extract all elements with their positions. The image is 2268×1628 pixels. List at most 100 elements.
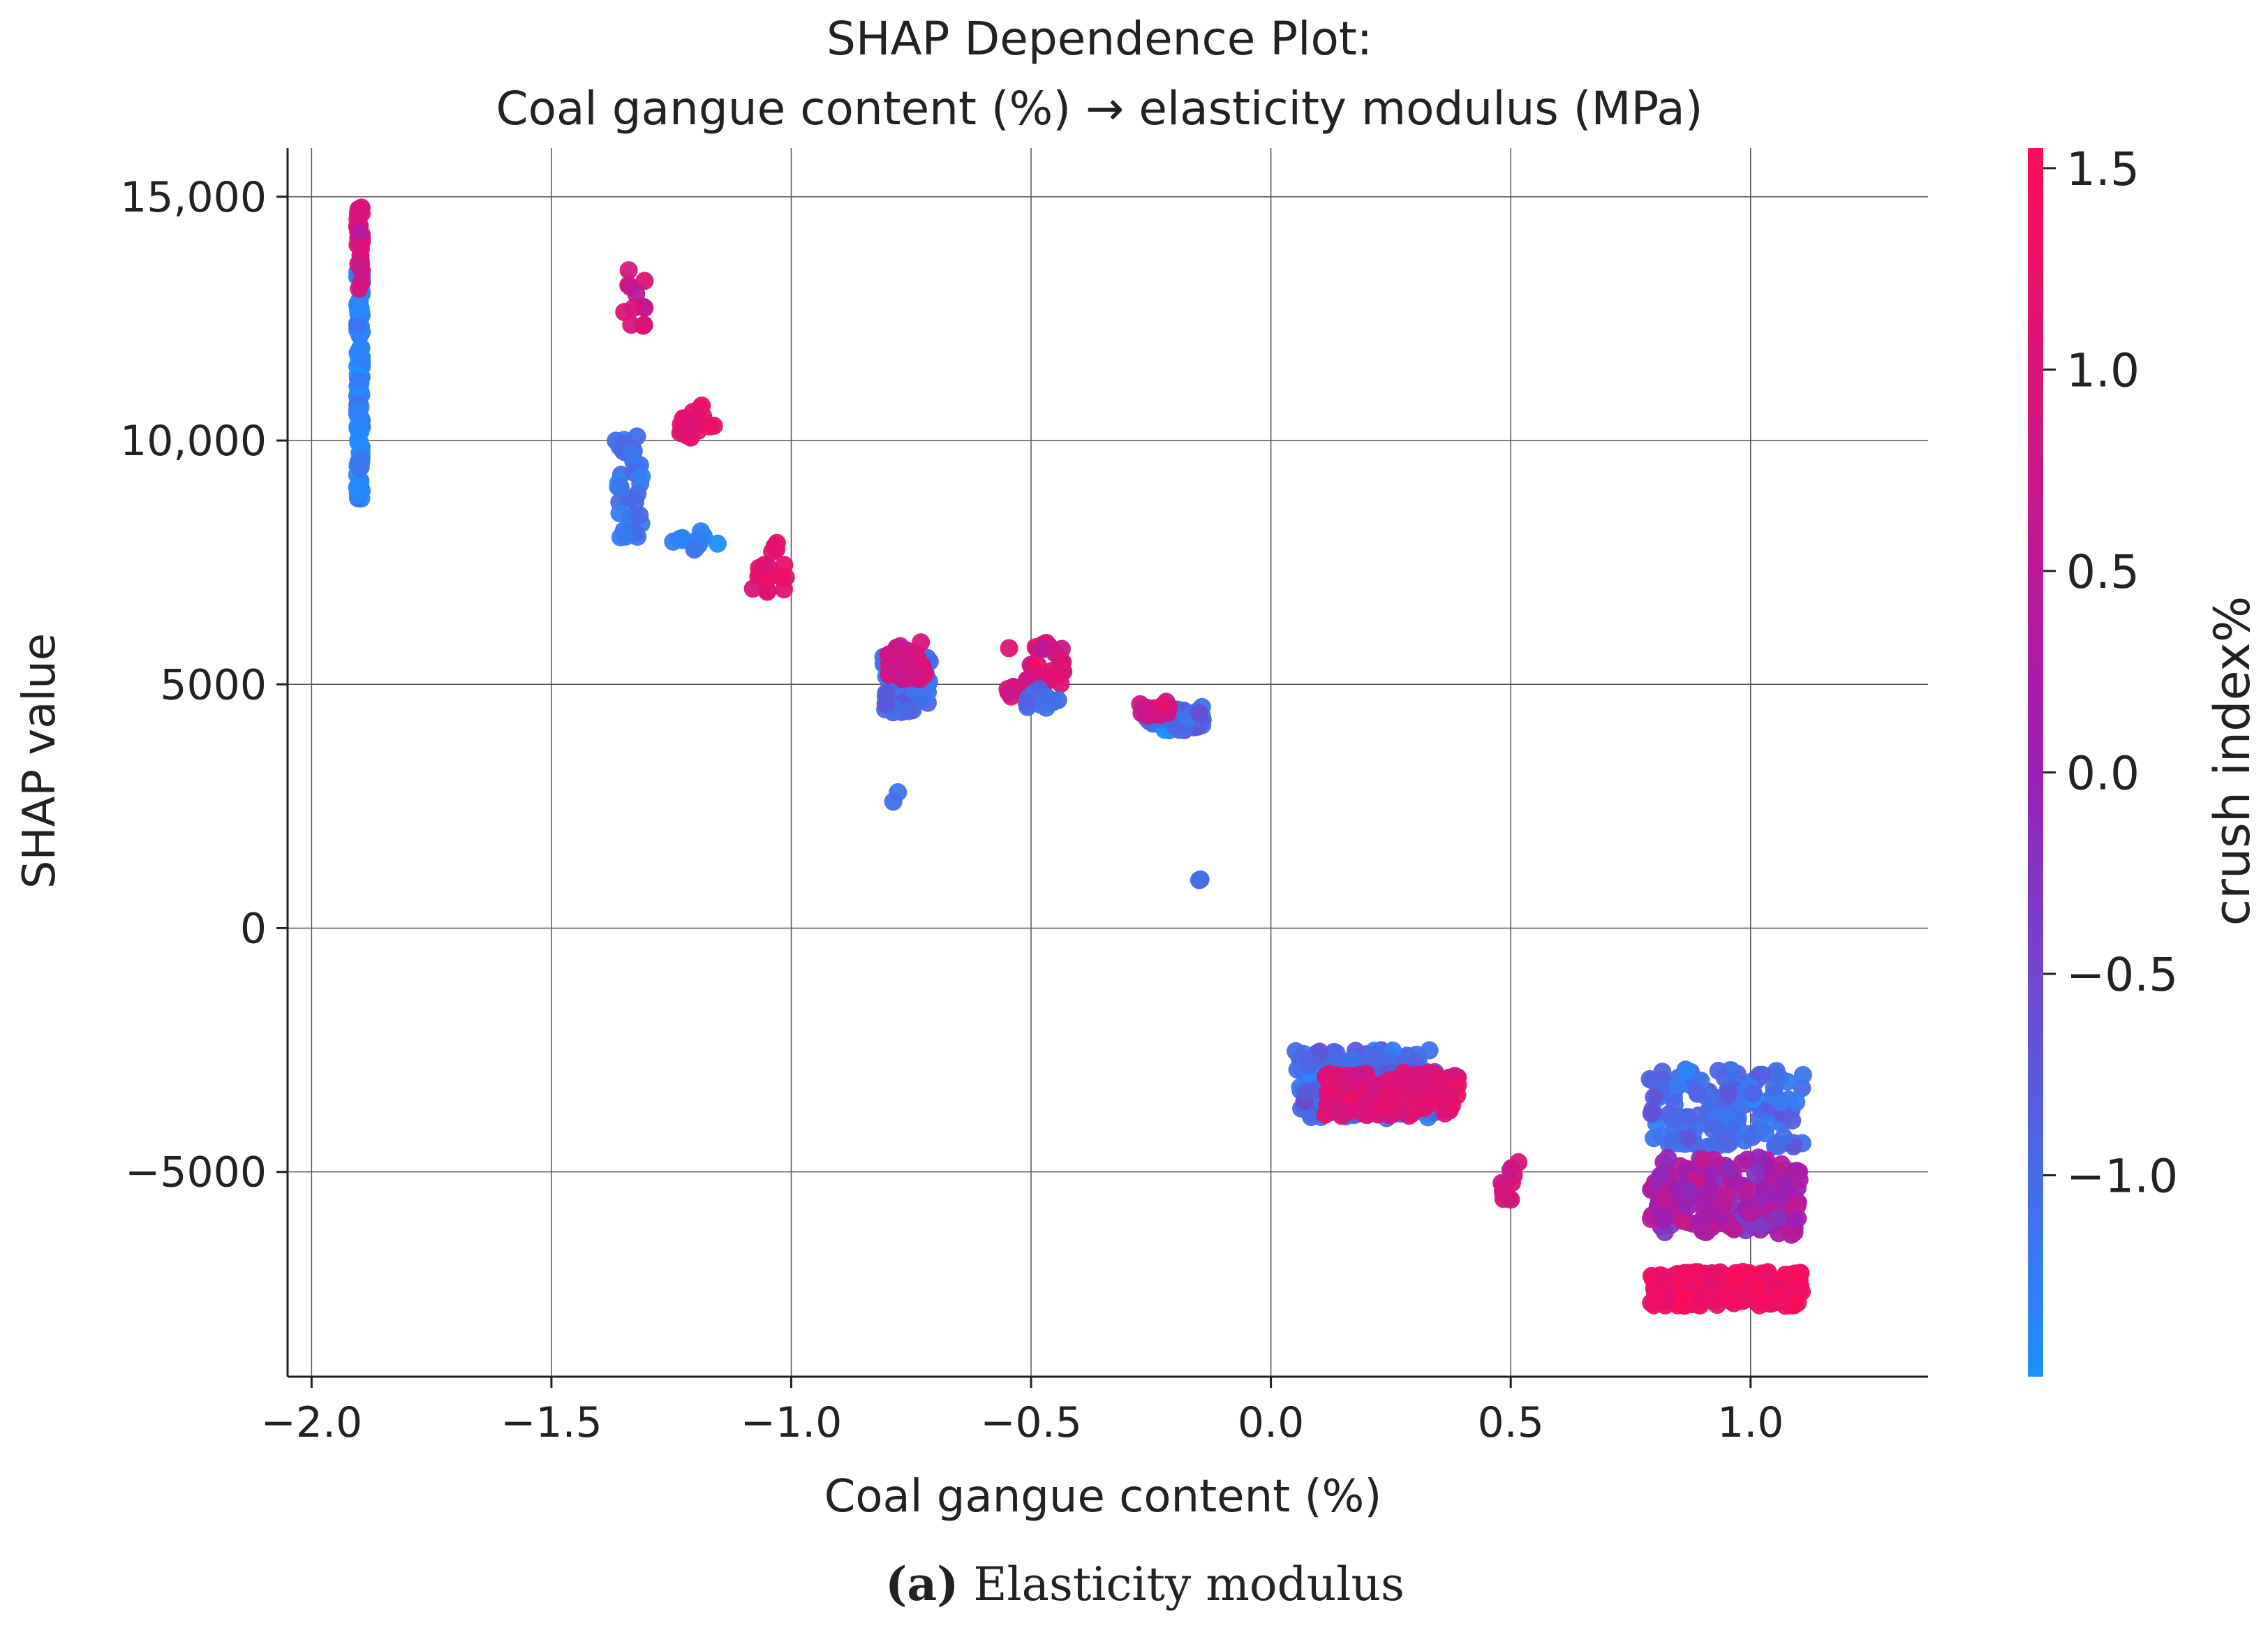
data-point [1352,1080,1371,1099]
data-point [1772,1287,1791,1306]
data-points [348,198,1812,1315]
data-point [351,339,370,357]
data-point [1791,1279,1809,1298]
data-point [755,556,774,575]
data-point [634,316,653,335]
colorbar-tick-label: 1.0 [2066,343,2140,397]
data-point [1783,1111,1802,1130]
data-point [348,316,366,334]
data-point [348,417,367,436]
data-point [899,702,918,720]
data-point [1691,1289,1710,1308]
data-point [350,279,369,298]
data-point [1642,1104,1661,1123]
data-point [685,540,704,559]
data-point [1659,1148,1677,1167]
data-point [1443,1096,1462,1114]
caption-text: Elasticity modulus [958,1557,1404,1611]
data-point [1679,1181,1698,1200]
data-point [619,261,638,280]
data-point [743,579,762,598]
data-point [1321,1070,1340,1089]
data-point [1053,653,1072,672]
data-point [1494,1184,1513,1203]
data-point [630,506,649,525]
data-point [1695,1222,1714,1241]
data-point [879,646,898,664]
data-point [1428,1087,1447,1106]
data-point [1793,1079,1811,1097]
colorbar-tick-label: −1.0 [2066,1149,2178,1203]
data-point [1721,1217,1739,1236]
data-point [1700,1178,1719,1197]
data-point [1756,1124,1774,1143]
data-point [682,415,701,434]
colorbar-tick-label: 0.0 [2066,746,2140,800]
grid-lines [288,148,1928,1377]
data-point [1189,871,1208,889]
data-point [1153,696,1172,715]
data-point [353,262,371,281]
data-point [1765,1078,1784,1097]
data-point [1735,1131,1754,1150]
data-point [905,667,924,686]
data-point [1719,1084,1738,1103]
x-tick-label: 0.5 [1477,1398,1543,1447]
figure-caption: (a) Elasticity modulus [885,1557,1404,1611]
data-point [1668,1076,1687,1095]
data-point [1366,1051,1385,1070]
data-point [1703,1120,1722,1139]
colorbar-tick-label: 0.5 [2066,545,2140,599]
data-point [1728,1266,1747,1285]
data-point [1645,1129,1663,1148]
data-point [624,299,643,318]
data-point [709,534,727,553]
data-point [1743,1085,1762,1104]
data-point [1767,1208,1786,1227]
data-point [884,792,903,811]
data-point [1674,1288,1693,1307]
chart-subtitle: Coal gangue content (%) → elasticity mod… [496,82,1703,135]
colorbar [2028,148,2043,1377]
data-point [1772,1093,1791,1111]
data-point [611,478,630,496]
data-point [1751,1217,1770,1235]
data-point [1509,1153,1528,1171]
data-point [1758,1263,1777,1282]
data-point [1679,1197,1698,1216]
x-tick-label: −1.5 [501,1398,602,1447]
x-axis-label: Coal gangue content (%) [824,1471,1382,1523]
y-axis-ticks: 15,000 10,000 5000 0 −5000 [120,173,288,1197]
data-point [1448,1076,1467,1095]
data-point [627,285,646,304]
data-point [349,300,368,319]
data-point [1349,1065,1368,1084]
data-point [1342,1051,1361,1069]
data-point [673,528,692,547]
colorbar-tick-label: 1.5 [2066,142,2140,196]
data-point [1654,1189,1673,1208]
data-point [1673,1211,1691,1230]
data-point [1709,1061,1728,1080]
data-point [1770,1187,1789,1206]
data-point [1688,1084,1707,1103]
data-point [348,479,367,498]
data-point [695,527,713,545]
data-point [628,427,646,446]
x-tick-label: −0.5 [980,1398,1082,1447]
data-point [1679,1108,1698,1127]
data-point [1785,1296,1804,1315]
data-point [757,581,776,600]
data-point [1705,1266,1724,1284]
data-point [1000,639,1018,658]
data-point [895,646,914,665]
data-point [999,683,1018,702]
data-point [1695,1196,1714,1215]
data-point [1748,1279,1767,1298]
x-axis-ticks: −2.0 −1.5 −1.0 −0.5 0.0 0.5 1.0 [261,1377,1784,1447]
caption-label: (a) [885,1557,958,1611]
data-point [1733,1153,1751,1172]
data-point [1749,1148,1768,1167]
y-tick-label: 5000 [160,660,267,709]
data-point [1649,1283,1667,1302]
